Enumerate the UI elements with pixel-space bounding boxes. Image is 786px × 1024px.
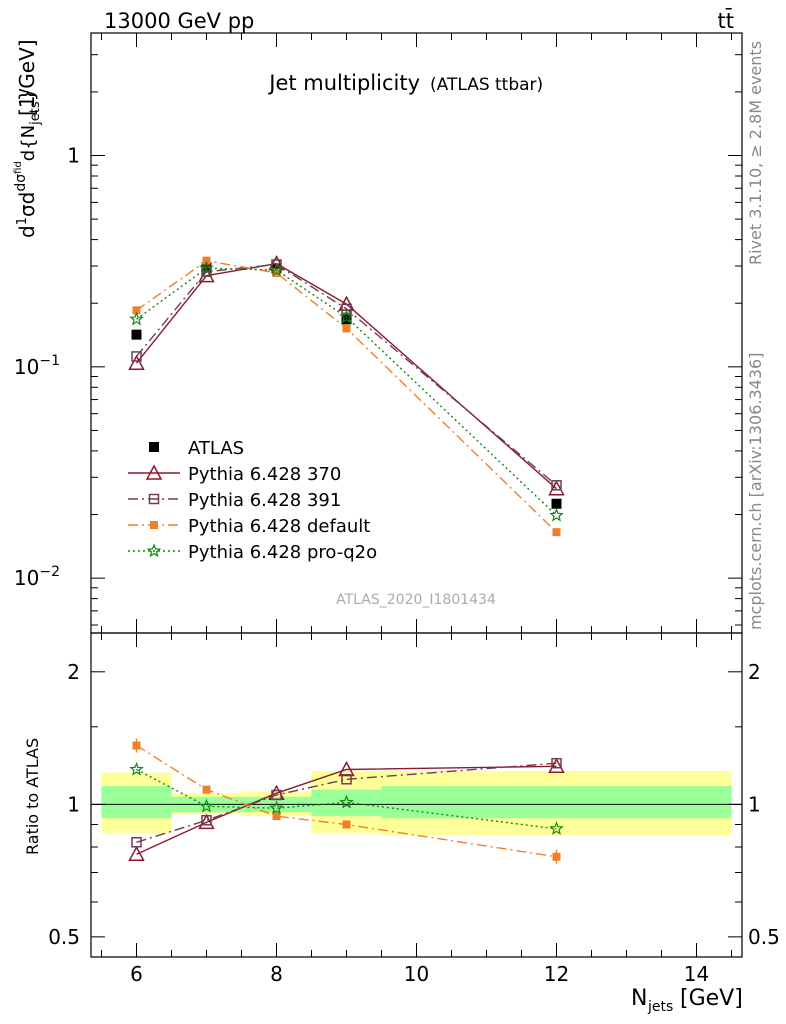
ratio-point (272, 812, 281, 821)
legend-marker (150, 521, 158, 529)
legend-item-pdefault: Pythia 6.428 default (128, 516, 370, 537)
ratio-series-pq2o (129, 761, 564, 835)
ratio-ylabel: Ratio to ATLAS (23, 738, 42, 855)
ratio-point (201, 815, 212, 826)
ratio-point (342, 820, 351, 829)
ratio-line (136, 744, 557, 858)
series-point (199, 260, 214, 275)
ratio-y-tick-label-right: 2 (748, 660, 761, 684)
y-tick-label: 1 (67, 144, 80, 168)
y-tick-exp: −2 (39, 564, 60, 580)
series-point (128, 354, 145, 370)
series-point (551, 480, 562, 491)
ratio-line (136, 762, 557, 843)
mcplots-label: mcplots.cern.ch [arXiv:1306.3436] (746, 353, 765, 630)
data-point (131, 329, 142, 340)
ratio-point (551, 757, 562, 769)
legend-marker (146, 543, 162, 558)
ratio-series-pdefault (132, 738, 561, 864)
series-point (271, 259, 282, 270)
ratio-panel: 2 2 1 1 0.5 0.5 6 8 10 12 14 (48, 632, 780, 986)
xlabel: N jets [GeV] (631, 986, 743, 1015)
ratio-point (269, 800, 284, 815)
series-point (132, 306, 141, 315)
chart-title-suffix: (ATLAS ttbar) (430, 75, 543, 95)
legend-item-p370: Pythia 6.428 370 (128, 464, 341, 485)
x-tick-label: 14 (684, 962, 709, 986)
ratio-point (552, 852, 561, 861)
ratio-point (199, 798, 214, 813)
ratio-point (128, 845, 145, 862)
legend-label: Pythia 6.428 391 (188, 490, 341, 511)
series-point (131, 351, 142, 362)
legend-marker (145, 464, 163, 480)
data-point (551, 498, 562, 509)
legend-label: Pythia 6.428 default (188, 516, 370, 537)
ratio-point (132, 741, 141, 750)
y-tick-label: 10−1 (14, 353, 60, 379)
process-label: tt̄ (718, 8, 734, 33)
ratio-line (136, 765, 557, 855)
legend-label: Pythia 6.428 pro-q2o (188, 542, 377, 563)
band-inner (381, 786, 732, 819)
ratio-y-tick-label-right: 0.5 (748, 925, 780, 949)
ratio-y-tick-label: 1 (67, 792, 80, 816)
x-tick-label: 10 (404, 962, 429, 986)
legend-marker (149, 442, 159, 452)
ratio-y-tick-label: 0.5 (48, 925, 80, 949)
ratio-point (202, 785, 211, 794)
rivet-label: Rivet 3.1.10, ≥ 2.8M events (746, 41, 765, 265)
x-tick-label: 8 (270, 962, 283, 986)
analysis-id: ATLAS_2020_I1801434 (336, 592, 496, 608)
series-line (136, 259, 557, 533)
legend-item-data: ATLAS (149, 438, 244, 459)
series-line (136, 267, 557, 516)
ratio-point (129, 761, 144, 776)
ratio-y-tick-label: 2 (67, 660, 80, 684)
x-tick-label: 6 (130, 962, 143, 986)
ratio-point (339, 794, 354, 809)
series-pq2o (129, 260, 564, 522)
series-point (129, 311, 144, 326)
legend: ATLAS Pythia 6.428 370 Pythia 6.428 391 Pyt… (128, 438, 377, 563)
main-ylabel: d1σddσfidd{Njets} [1/GeV] (13, 39, 43, 238)
ylabel-unit: [1/GeV] (15, 39, 39, 116)
energy-label: 13000 GeV pp (104, 9, 254, 33)
chart-title: Jet multiplicity (267, 71, 420, 95)
series-point (342, 324, 351, 333)
xlabel-unit: [GeV] (680, 986, 743, 1011)
series-point (269, 262, 284, 277)
legend-item-p391: Pythia 6.428 391 (128, 490, 341, 511)
legend-marker (148, 493, 160, 505)
ratio-y-tick-label-right: 1 (748, 792, 761, 816)
xlabel-sub: jets (647, 999, 673, 1015)
ratio-point (341, 774, 352, 785)
ratio-series-p391 (131, 757, 562, 848)
y-tick-exp: −1 (39, 353, 60, 369)
series-point (549, 507, 564, 522)
legend-item-pq2o: Pythia 6.428 pro-q2o (128, 542, 377, 563)
series-point (548, 480, 565, 496)
ratio-point (131, 837, 142, 848)
series-point (341, 303, 352, 315)
series-point (339, 309, 354, 324)
legend-label: Pythia 6.428 370 (188, 464, 341, 485)
main-panel: 1 10−1 10−2 (14, 32, 743, 634)
x-tick-label: 12 (544, 962, 569, 986)
legend-label: ATLAS (188, 438, 244, 459)
y-tick-label: 10−2 (14, 564, 60, 590)
ratio-point (271, 789, 282, 801)
ratio-point (549, 821, 564, 835)
band-inner (311, 789, 382, 817)
series-point (552, 528, 561, 537)
xlabel-n: N (631, 986, 647, 1011)
ratio-point (548, 757, 565, 774)
band-inner (101, 786, 172, 819)
